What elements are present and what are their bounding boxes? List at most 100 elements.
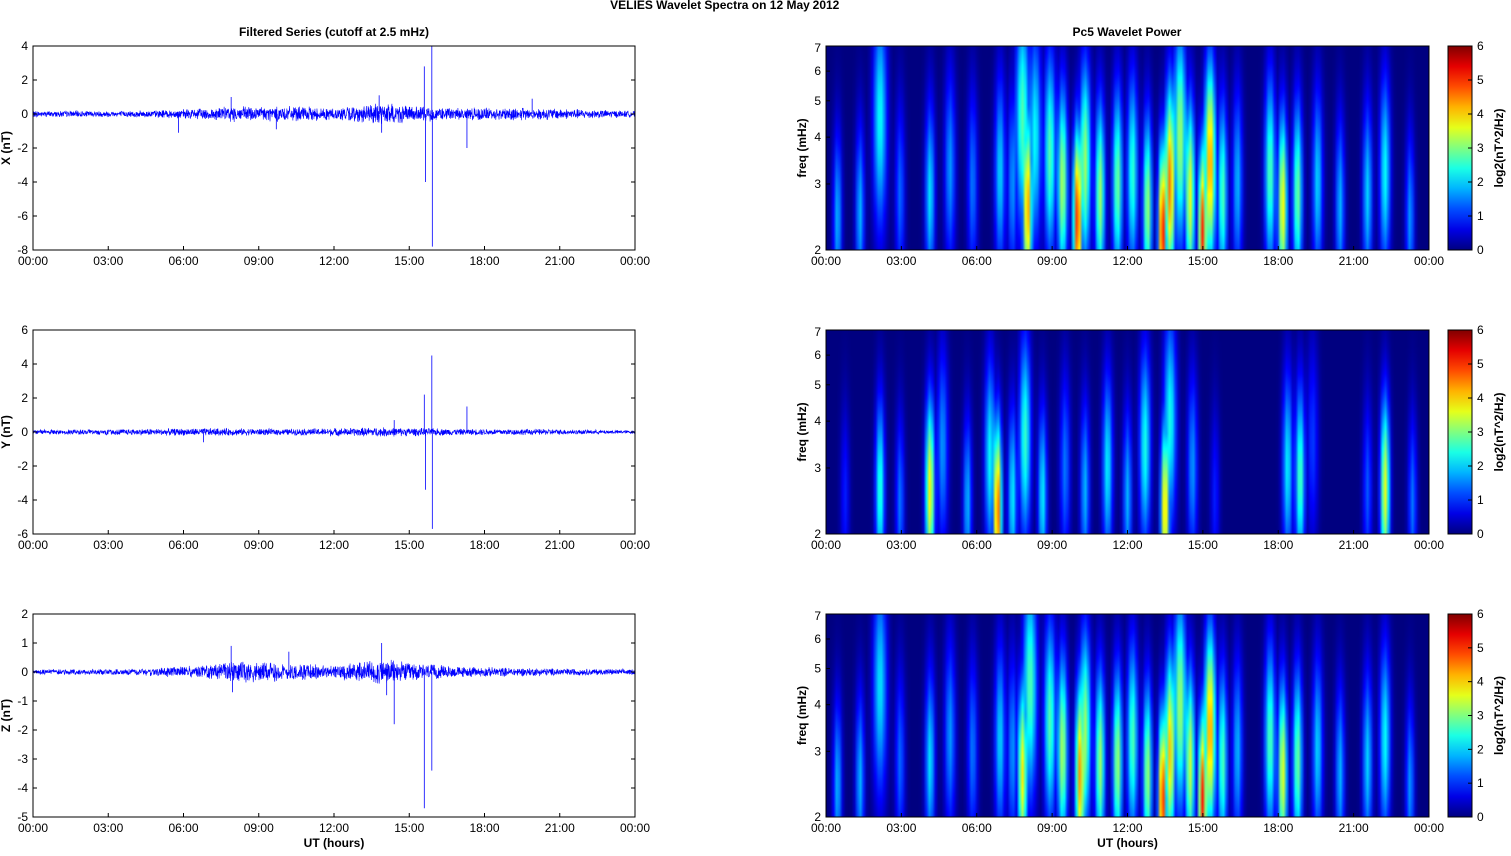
right-column-title: Pc5 Wavelet Power bbox=[1073, 25, 1182, 39]
series-z-ytick-label: 0 bbox=[21, 665, 28, 679]
left-column-title: Filtered Series (cutoff at 2.5 mHz) bbox=[239, 25, 429, 39]
spectrum-z-ytick-label: 2 bbox=[814, 810, 821, 824]
spectrum-x-xtick-label: 18:00 bbox=[1263, 254, 1293, 268]
spectrum-z-colorbar-tick-label: 5 bbox=[1477, 641, 1484, 655]
series-x-ylabel: X (nT) bbox=[0, 131, 13, 165]
spectrum-z-ylabel: freq (mHz) bbox=[795, 686, 809, 745]
series-x-xtick-label: 03:00 bbox=[93, 254, 123, 268]
spectrum-z-colorbar-label: log2(nT^2/Hz) bbox=[1492, 676, 1506, 755]
series-x-ytick-label: -6 bbox=[17, 209, 28, 223]
series-z-xtick-label: 15:00 bbox=[394, 821, 424, 835]
spectrum-x-xtick-label: 03:00 bbox=[886, 254, 916, 268]
series-z-ytick-label: 2 bbox=[21, 607, 28, 621]
spectrum-x-ytick-label: 5 bbox=[814, 94, 821, 108]
series-z-ytick-label: -1 bbox=[17, 694, 28, 708]
spectrum-z-ytick-label: 5 bbox=[814, 662, 821, 676]
spectrum-x-xtick-label: 21:00 bbox=[1339, 254, 1369, 268]
spectrum-z-xtick-label: 09:00 bbox=[1037, 821, 1067, 835]
series-z-xtick-label: 21:00 bbox=[545, 821, 575, 835]
spectrum-y-xtick-label: 21:00 bbox=[1339, 538, 1369, 552]
spectrum-x-colorbar-tick-label: 1 bbox=[1477, 209, 1484, 223]
panels: -8 -6 -4 -2 0 2 4 00:00 03:00 06:00 09:00 12:00 15:0… bbox=[0, 39, 1506, 850]
spectrum-y-ytick-label: 7 bbox=[814, 325, 821, 339]
spectrum-x-colorbar-tick-label: 0 bbox=[1477, 243, 1484, 257]
series-y-ytick-label: 4 bbox=[21, 357, 28, 371]
spectrum-z-ytick-label: 7 bbox=[814, 609, 821, 623]
spectrum-z-xtick-label: 06:00 bbox=[962, 821, 992, 835]
spectrum-z-colorbar-tick-label: 0 bbox=[1477, 810, 1484, 824]
spectrum-z-xtick-label: 00:00 bbox=[811, 821, 841, 835]
spectrum-x-colorbar-tick-label: 2 bbox=[1477, 175, 1484, 189]
series-z-trace bbox=[32, 659, 636, 684]
spectrum-x-xtick-label: 12:00 bbox=[1112, 254, 1142, 268]
series-z-xtick-label: 00:00 bbox=[18, 821, 48, 835]
spectrum-y-ylabel: freq (mHz) bbox=[795, 402, 809, 461]
spectrum-x-ytick-label: 7 bbox=[814, 41, 821, 55]
spectrum-x-ytick-label: 6 bbox=[814, 64, 821, 78]
spectrum-x-xtick-label: 00:00 bbox=[1414, 254, 1444, 268]
series-y-trace bbox=[32, 427, 636, 437]
spectrum-x-xtick-label: 15:00 bbox=[1188, 254, 1218, 268]
series-y-xtick-label: 06:00 bbox=[168, 538, 198, 552]
series-x-xtick-label: 06:00 bbox=[168, 254, 198, 268]
series-x-xtick-label: 21:00 bbox=[545, 254, 575, 268]
spectrum-z-ytick-label: 3 bbox=[814, 744, 821, 758]
spectrum-y-xtick-label: 18:00 bbox=[1263, 538, 1293, 552]
spectrum-y-ytick-label: 6 bbox=[814, 348, 821, 362]
spectrum-y-colorbar-tick-label: 2 bbox=[1477, 459, 1484, 473]
series-z-xtick-label: 03:00 bbox=[93, 821, 123, 835]
spectrum-x-xtick-label: 09:00 bbox=[1037, 254, 1067, 268]
series-x-xtick-label: 09:00 bbox=[244, 254, 274, 268]
series-x-xtick-label: 00:00 bbox=[18, 254, 48, 268]
spectrum-z-ytick-label: 6 bbox=[814, 632, 821, 646]
suptitle-left: VELIES Wavelet Spectra on 12 May bbox=[610, 0, 810, 12]
spectrum-x-ytick-label: 2 bbox=[814, 243, 821, 257]
spectrum-z-colorbar-tick-label: 3 bbox=[1477, 709, 1484, 723]
spectrum-x-xtick-label: 06:00 bbox=[962, 254, 992, 268]
spectrum-z-colorbar-tick-label: 2 bbox=[1477, 742, 1484, 756]
series-y-ytick-label: -2 bbox=[17, 459, 28, 473]
series-y-xtick-label: 00:00 bbox=[18, 538, 48, 552]
series-z-ytick-label: -5 bbox=[17, 810, 28, 824]
series-z-xlabel: UT (hours) bbox=[304, 836, 365, 850]
series-z-plot-area bbox=[33, 614, 635, 817]
series-x-ytick-label: -8 bbox=[17, 243, 28, 257]
spectrum-z-ytick-label: 4 bbox=[814, 698, 821, 712]
spectrum-y-heatmap-image bbox=[826, 330, 1429, 534]
spectrum-y-colorbar-tick-label: 5 bbox=[1477, 357, 1484, 371]
spectrum-y-ytick-label: 5 bbox=[814, 378, 821, 392]
spectrum-y-xtick-label: 00:00 bbox=[811, 538, 841, 552]
spectrum-y-ytick-label: 3 bbox=[814, 461, 821, 475]
spectrum-x-colorbar-label: log2(nT^2/Hz) bbox=[1492, 108, 1506, 187]
spectrum-y-colorbar-tick-label: 1 bbox=[1477, 493, 1484, 507]
spectrum-y-xtick-label: 00:00 bbox=[1414, 538, 1444, 552]
series-x-xtick-label: 00:00 bbox=[620, 254, 650, 268]
series-z-ylabel: Z (nT) bbox=[0, 699, 13, 732]
series-x-xtick-label: 18:00 bbox=[469, 254, 499, 268]
suptitle-right: 2012 bbox=[813, 0, 840, 12]
series-x-plot-area bbox=[33, 46, 635, 250]
series-y-ylabel: Y (nT) bbox=[0, 415, 13, 449]
spectrum-z-colorbar-tick-label: 4 bbox=[1477, 675, 1484, 689]
series-y-xtick-label: 12:00 bbox=[319, 538, 349, 552]
spectrum-y-colorbar-label: log2(nT^2/Hz) bbox=[1492, 392, 1506, 471]
spectrum-z-colorbar-tick-label: 6 bbox=[1477, 607, 1484, 621]
spectrum-x-ytick-label: 3 bbox=[814, 177, 821, 191]
series-y-ytick-label: 0 bbox=[21, 425, 28, 439]
spectrum-y-xtick-label: 06:00 bbox=[962, 538, 992, 552]
series-z-ytick-label: -3 bbox=[17, 752, 28, 766]
series-z-xtick-label: 18:00 bbox=[469, 821, 499, 835]
spectrum-x-heatmap-image bbox=[826, 46, 1429, 250]
series-y-xtick-label: 00:00 bbox=[620, 538, 650, 552]
series-y-xtick-label: 18:00 bbox=[469, 538, 499, 552]
spectrum-y-ytick-label: 4 bbox=[814, 414, 821, 428]
spectrum-z-xtick-label: 21:00 bbox=[1339, 821, 1369, 835]
series-z-xtick-label: 12:00 bbox=[319, 821, 349, 835]
series-z-ytick-label: -2 bbox=[17, 723, 28, 737]
spectrum-x-ylabel: freq (mHz) bbox=[795, 118, 809, 177]
spectrum-x-colorbar-tick-label: 5 bbox=[1477, 73, 1484, 87]
series-x-ytick-label: -2 bbox=[17, 141, 28, 155]
spectrum-z-xtick-label: 18:00 bbox=[1263, 821, 1293, 835]
